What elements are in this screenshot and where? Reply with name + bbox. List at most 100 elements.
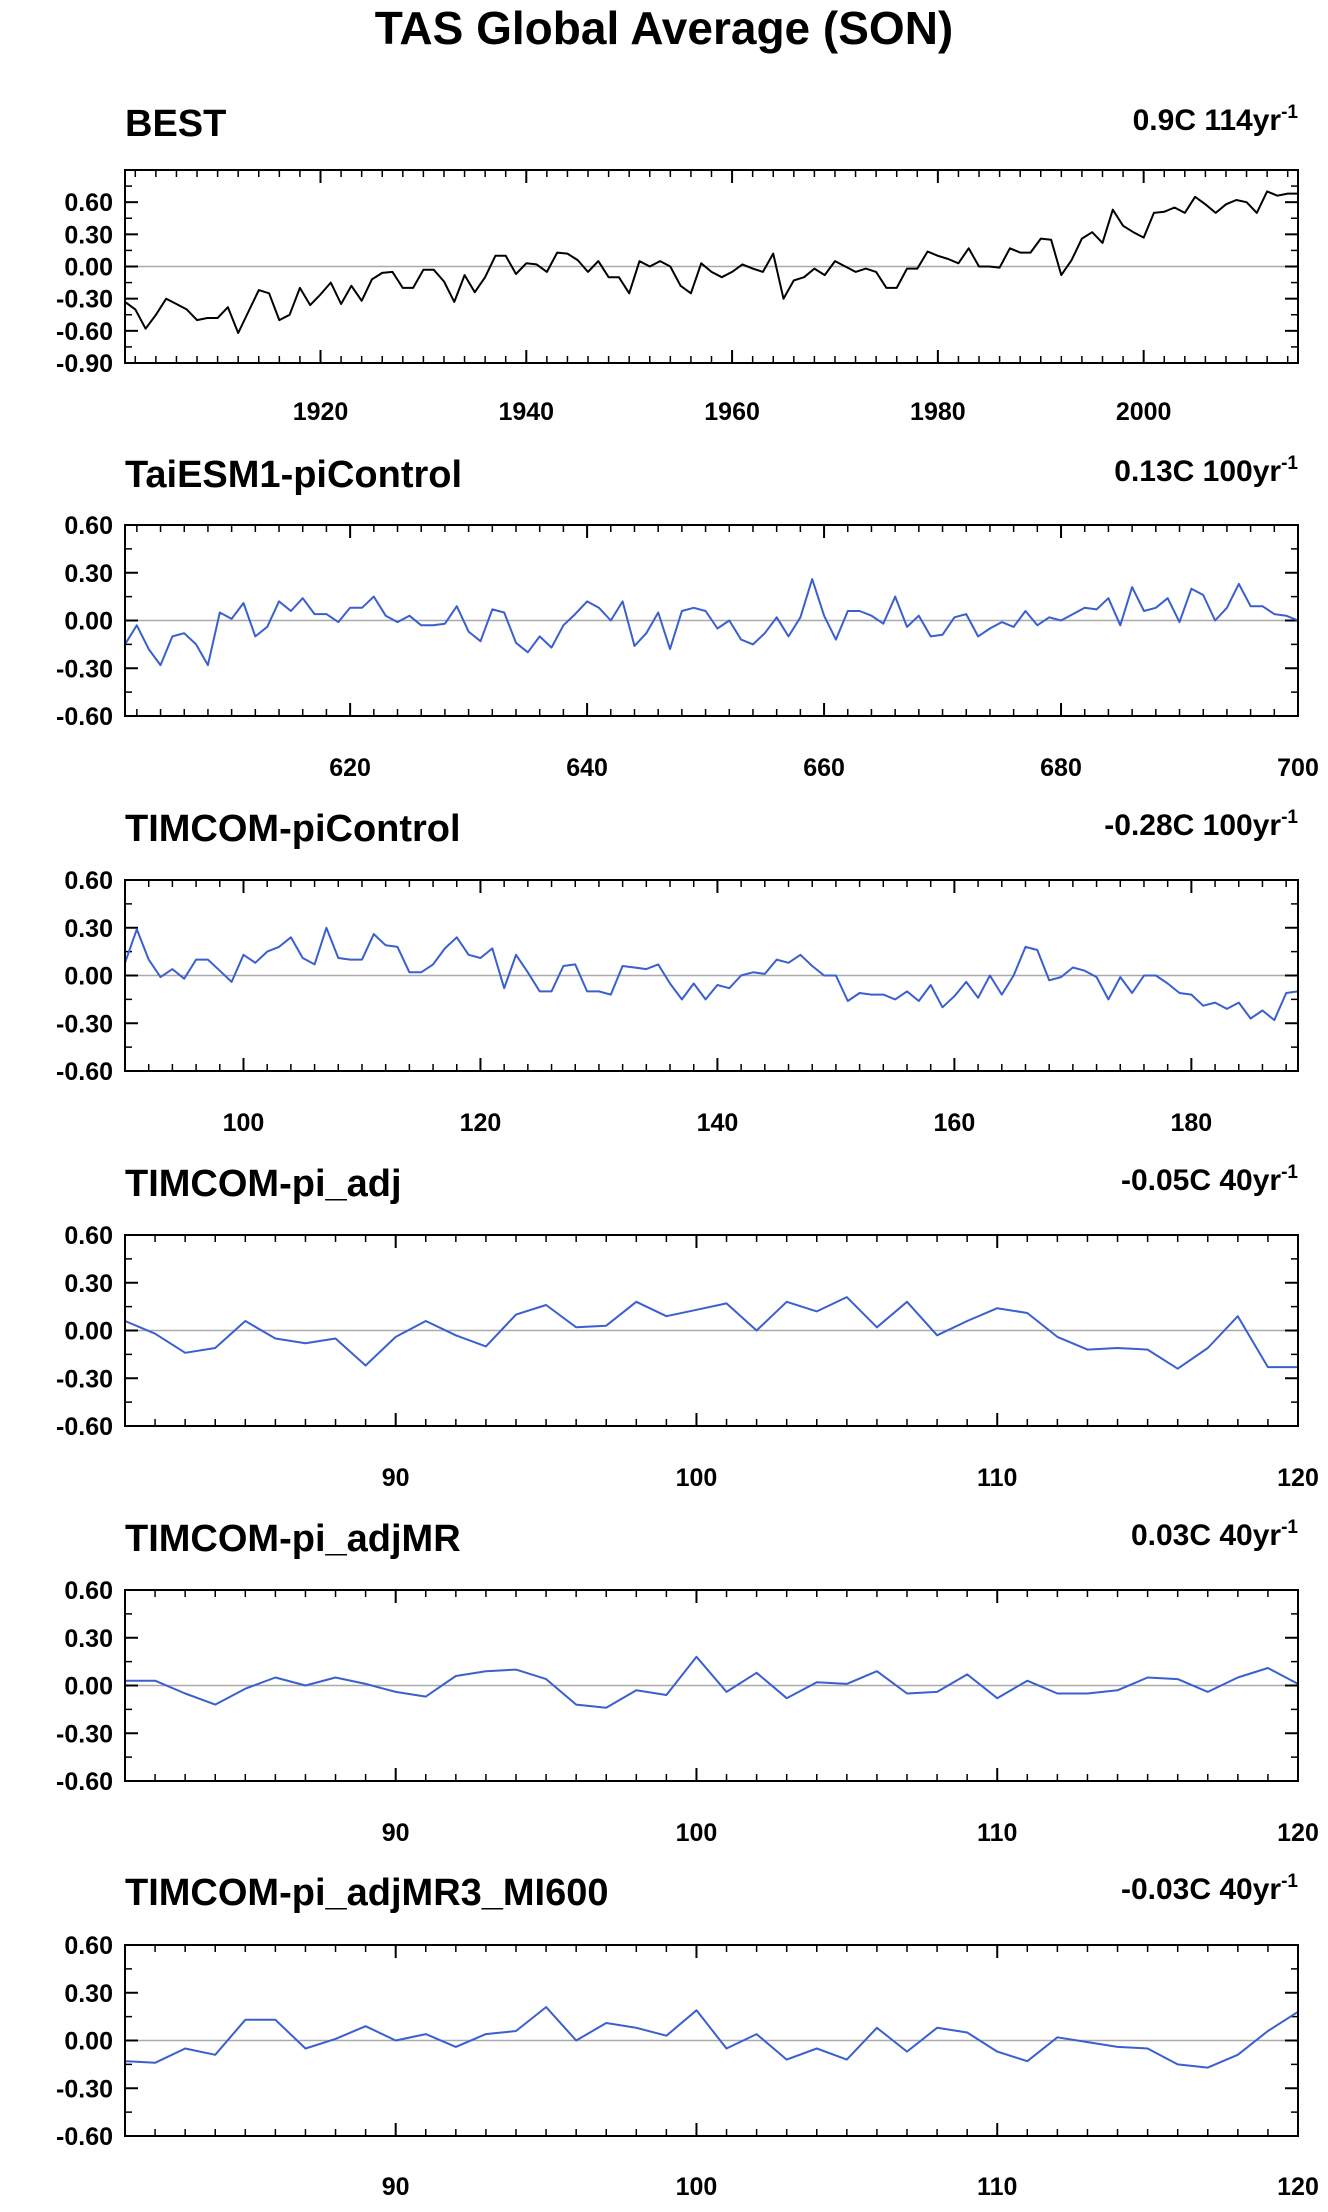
y-tick-label: -0.30	[56, 286, 113, 314]
x-tick-label: 110	[977, 1819, 1017, 1847]
y-tick-label: 0.00	[64, 2028, 113, 2056]
trend-label: 0.13C 100yr-1	[1114, 453, 1298, 488]
y-tick-label: 0.00	[64, 254, 113, 282]
y-tick-label: 0.30	[64, 221, 113, 249]
x-tick-label: 100	[676, 1819, 718, 1847]
y-tick-label: 0.60	[64, 512, 113, 540]
y-tick-label: 0.00	[64, 1318, 113, 1346]
trend-exponent: -1	[1281, 453, 1298, 474]
y-tick-label: -0.60	[56, 1413, 113, 1441]
trend-exponent: -1	[1281, 1871, 1298, 1892]
figure-title: TAS Global Average (SON)	[375, 2, 954, 54]
chart-panel: TIMCOM-piControl -0.28C 100yr-1 0.60 0.30 0.…	[56, 807, 1299, 1137]
y-tick-label: 0.60	[64, 1577, 113, 1605]
chart-panel: TIMCOM-pi_adjMR 0.03C 40yr-1 0.60 0.30 0.00 -…	[56, 1517, 1319, 1847]
plot-frame	[124, 524, 1299, 717]
trend-exponent: -1	[1281, 102, 1298, 123]
x-tick-label: 620	[329, 754, 371, 782]
chart-panel: TaiESM1-piControl 0.13C 100yr-1 0.60 0.30 0.…	[56, 453, 1319, 782]
series-line	[124, 2006, 1299, 2069]
y-tick-label: 0.30	[64, 560, 113, 588]
panel-title: TIMCOM-piControl	[125, 808, 461, 850]
x-tick-label: 90	[382, 1819, 410, 1847]
y-tick-label: -0.30	[56, 2075, 113, 2103]
x-tick-label: 1940	[498, 398, 554, 426]
y-tick-label: 0.60	[64, 867, 113, 895]
x-tick-label: 680	[1040, 754, 1082, 782]
panel-title: TIMCOM-pi_adjMR3_MI600	[125, 1872, 609, 1914]
trend-label: 0.9C 114yr-1	[1133, 102, 1299, 137]
plot-frame	[124, 1589, 1299, 1782]
x-tick-label: 180	[1171, 1109, 1213, 1137]
trend-label: -0.03C 40yr-1	[1121, 1871, 1298, 1906]
plot-frame	[124, 1944, 1299, 2137]
y-tick-label: 0.30	[64, 1625, 113, 1653]
trend-label: 0.03C 40yr-1	[1131, 1517, 1298, 1552]
y-tick-label: -0.60	[56, 1058, 113, 1086]
series-line	[124, 1296, 1298, 1370]
x-tick-label: 100	[676, 1464, 718, 1492]
series-line	[125, 1655, 1299, 1709]
y-tick-label: 0.00	[64, 1673, 113, 1701]
trend-value: -0.03C 40yr	[1121, 1873, 1281, 1906]
trend-value: 0.9C 114yr	[1133, 104, 1282, 137]
x-tick-label: 120	[1277, 2173, 1319, 2201]
y-tick-label: -0.60	[56, 318, 113, 346]
y-tick-label: 0.30	[64, 1270, 113, 1298]
x-tick-label: 100	[223, 1109, 265, 1137]
y-tick-label: -0.30	[56, 1010, 113, 1038]
trend-exponent: -1	[1281, 807, 1298, 828]
x-tick-label: 1980	[910, 398, 966, 426]
y-tick-label: 0.60	[64, 189, 113, 217]
chart-panel: BEST 0.9C 114yr-1 0.60 0.30 0.00 -0.30 -0.60 -0…	[56, 102, 1299, 426]
plot-frame	[124, 879, 1299, 1072]
x-tick-label: 110	[977, 1464, 1017, 1492]
x-tick-label: 1920	[293, 398, 349, 426]
series-line	[124, 926, 1299, 1022]
x-tick-label: 120	[1277, 1464, 1319, 1492]
y-tick-label: 0.30	[64, 1980, 113, 2008]
chart-panel: TIMCOM-pi_adj -0.05C 40yr-1 0.60 0.30 0.00 -0…	[56, 1162, 1319, 1492]
panel-title: TIMCOM-pi_adj	[125, 1163, 402, 1205]
x-tick-label: 2000	[1116, 398, 1172, 426]
panel-title: TIMCOM-pi_adjMR	[125, 1518, 461, 1560]
x-tick-label: 110	[977, 2173, 1017, 2201]
series-line	[124, 578, 1299, 667]
trend-label: -0.05C 40yr-1	[1121, 1162, 1298, 1197]
x-tick-label: 120	[1277, 1819, 1319, 1847]
plot-frame	[124, 169, 1299, 364]
x-tick-label: 120	[460, 1109, 502, 1137]
plot-frame	[124, 1234, 1299, 1427]
trend-value: 0.03C 40yr	[1131, 1519, 1281, 1552]
y-tick-label: 0.60	[64, 1932, 113, 1960]
trend-exponent: -1	[1281, 1162, 1298, 1183]
panel-title: BEST	[125, 103, 226, 145]
x-tick-label: 700	[1277, 754, 1319, 782]
y-tick-label: 0.60	[64, 1222, 113, 1250]
x-tick-label: 160	[934, 1109, 976, 1137]
y-tick-label: 0.00	[64, 963, 113, 991]
y-tick-label: -0.60	[56, 1768, 113, 1796]
trend-label: -0.28C 100yr-1	[1104, 807, 1298, 842]
y-tick-label: -0.30	[56, 1720, 113, 1748]
y-tick-label: 0.30	[64, 915, 113, 943]
x-tick-label: 1960	[704, 398, 760, 426]
chart-panel: TIMCOM-pi_adjMR3_MI600 -0.03C 40yr-1 0.60 0…	[56, 1871, 1319, 2201]
y-tick-label: -0.30	[56, 655, 113, 683]
y-tick-label: -0.60	[56, 703, 113, 731]
x-tick-label: 90	[382, 2173, 410, 2201]
y-tick-label: -0.60	[56, 2123, 113, 2151]
x-tick-label: 660	[803, 754, 845, 782]
y-tick-label: -0.30	[56, 1365, 113, 1393]
panel-title: TaiESM1-piControl	[125, 454, 462, 496]
x-tick-label: 640	[566, 754, 608, 782]
trend-exponent: -1	[1281, 1517, 1298, 1538]
y-tick-label: -0.90	[56, 350, 113, 378]
x-tick-label: 90	[382, 1464, 410, 1492]
trend-value: -0.05C 40yr	[1121, 1164, 1281, 1197]
series-line	[124, 190, 1298, 334]
trend-value: 0.13C 100yr	[1114, 455, 1281, 488]
trend-value: -0.28C 100yr	[1104, 809, 1281, 842]
y-tick-label: 0.00	[64, 608, 113, 636]
